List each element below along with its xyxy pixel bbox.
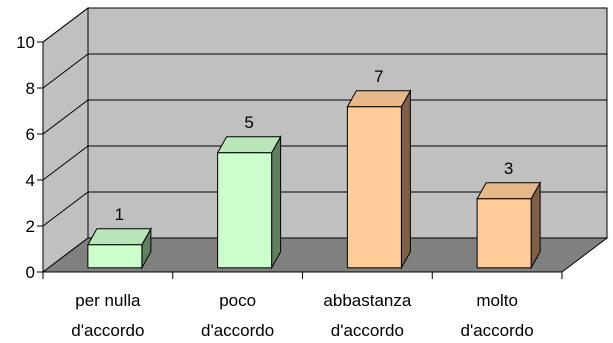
bar [87, 226, 152, 270]
x-tick-label: d'accordo [331, 321, 404, 340]
bar-front [476, 198, 532, 269]
x-tick-label: molto [476, 291, 518, 310]
gridlines [42, 7, 607, 227]
y-tick-label: 8 [26, 79, 35, 98]
data-label: 1 [115, 205, 124, 224]
x-tick-label: abbastanza [323, 291, 411, 310]
y-tick-label: 6 [26, 125, 35, 144]
bar-top [346, 90, 412, 108]
bar-top [216, 136, 282, 154]
bar-side [400, 88, 411, 270]
x-tick-label: d'accordo [461, 321, 534, 340]
x-tick-label: d'accordo [201, 321, 274, 340]
y-tick-label: 10 [16, 33, 35, 52]
y-tick-label: 0 [26, 263, 35, 282]
bars [87, 88, 541, 270]
gridline [42, 53, 607, 89]
bar [346, 88, 412, 270]
data-label: 7 [374, 67, 383, 86]
data-label: 3 [504, 159, 513, 178]
x-tick-label: poco [219, 291, 256, 310]
y-tick-label: 2 [26, 217, 35, 236]
gridline [42, 145, 607, 181]
bar-front [346, 106, 402, 269]
y-tick-label: 4 [26, 171, 35, 190]
bar [476, 180, 541, 270]
gridline [42, 99, 607, 135]
x-tick-label: d'accordo [71, 321, 144, 340]
bar [216, 134, 282, 270]
side-wall [42, 6, 89, 274]
bar-side [271, 134, 282, 270]
x-tick-label: per nulla [75, 291, 141, 310]
bar-top [87, 228, 152, 246]
y-axis: 0 2 4 6 8 10 [16, 33, 44, 282]
bar-front [87, 244, 143, 269]
gridline [42, 191, 607, 227]
gridline [42, 7, 607, 43]
data-label: 5 [244, 113, 253, 132]
bar-top [476, 182, 541, 200]
x-axis: per nulla d'accordo poco d'accordo abbastanz… [42, 271, 563, 340]
bar-front [217, 152, 273, 269]
